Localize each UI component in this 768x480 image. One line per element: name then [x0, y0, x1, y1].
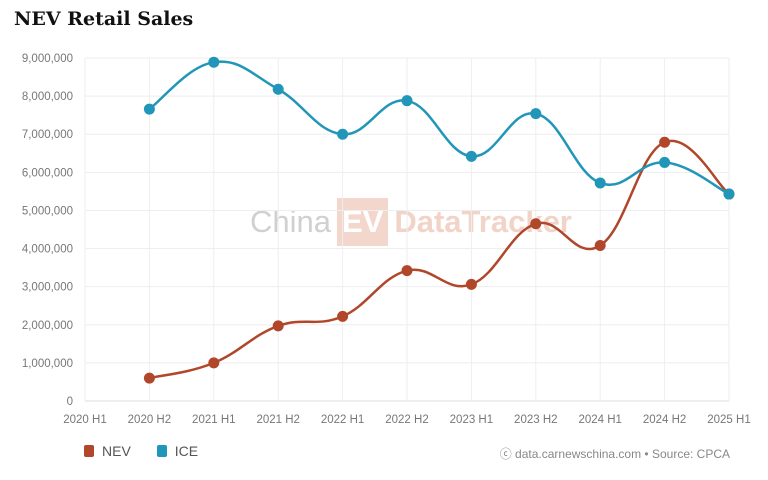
data-point-ice	[337, 128, 349, 140]
y-tick-label: 5,000,000	[22, 205, 73, 217]
ice-swatch	[156, 445, 167, 457]
data-point-ice	[401, 95, 413, 107]
watermark-ev: EV	[337, 198, 389, 246]
x-tick-label: 2020 H2	[128, 414, 171, 426]
cc-icon: ⓒ	[499, 447, 516, 461]
data-point-ice	[723, 188, 735, 200]
data-point-nev	[465, 278, 477, 290]
y-tick-label: 9,000,000	[22, 53, 73, 65]
data-point-ice	[143, 103, 155, 115]
x-tick-label: 2021 H1	[192, 414, 235, 426]
y-tick-label: 1,000,000	[22, 358, 73, 370]
watermark-china: China	[250, 204, 331, 239]
chart-title: NEV Retail Sales	[14, 8, 194, 30]
x-tick-label: 2023 H1	[450, 414, 493, 426]
x-tick-label: 2022 H1	[321, 414, 364, 426]
x-tick-label: 2022 H2	[385, 414, 428, 426]
y-tick-label: 6,000,000	[22, 167, 73, 179]
data-point-ice	[530, 108, 542, 120]
legend-label: ICE	[174, 443, 199, 459]
y-tick-label: 4,000,000	[22, 244, 73, 256]
data-point-ice	[594, 177, 606, 189]
x-tick-label: 2021 H2	[256, 414, 299, 426]
data-point-ice	[208, 56, 220, 68]
y-tick-label: 0	[67, 396, 73, 408]
legend: NEV ICE	[84, 443, 198, 459]
credit-text: data.carnewschina.com • Source: CPCA	[515, 447, 730, 461]
nev-swatch	[84, 445, 94, 457]
watermark-tracker: DataTracker	[394, 204, 572, 239]
x-tick-label: 2020 H1	[63, 414, 106, 426]
watermark: China EV DataTracker	[250, 198, 572, 246]
data-point-ice	[272, 83, 284, 95]
data-point-nev	[401, 265, 413, 277]
data-point-ice	[659, 156, 671, 168]
x-tick-label: 2024 H1	[578, 414, 621, 426]
x-tick-label: 2025 H1	[707, 414, 750, 426]
data-point-nev	[530, 218, 542, 230]
series-line-ice	[148, 60, 730, 196]
legend-label: NEV	[102, 443, 131, 459]
line-chart: 0 1,000,000 2,000,000 3,000,000 4,000,000 5,0…	[22, 53, 751, 426]
data-point-nev	[594, 240, 606, 252]
data-point-ice	[465, 150, 477, 162]
y-tick-label: 7,000,000	[22, 129, 73, 141]
x-tick-label: 2023 H2	[514, 414, 557, 426]
series-line-nev	[149, 139, 730, 380]
y-tick-label: 3,000,000	[22, 282, 73, 294]
source-credit: ⓒ data.carnewschina.com • Source: CPCA	[500, 445, 730, 462]
data-point-nev	[208, 357, 220, 369]
data-point-nev	[337, 310, 349, 322]
legend-item-ice[interactable]: ICE	[156, 443, 199, 459]
x-tick-label: 2024 H2	[643, 414, 686, 426]
data-point-nev	[143, 372, 155, 384]
legend-item-nev[interactable]: NEV	[84, 443, 131, 459]
data-point-nev	[659, 136, 671, 148]
data-point-nev	[272, 320, 284, 332]
y-tick-label: 8,000,000	[22, 91, 73, 103]
y-tick-label: 2,000,000	[22, 320, 73, 332]
